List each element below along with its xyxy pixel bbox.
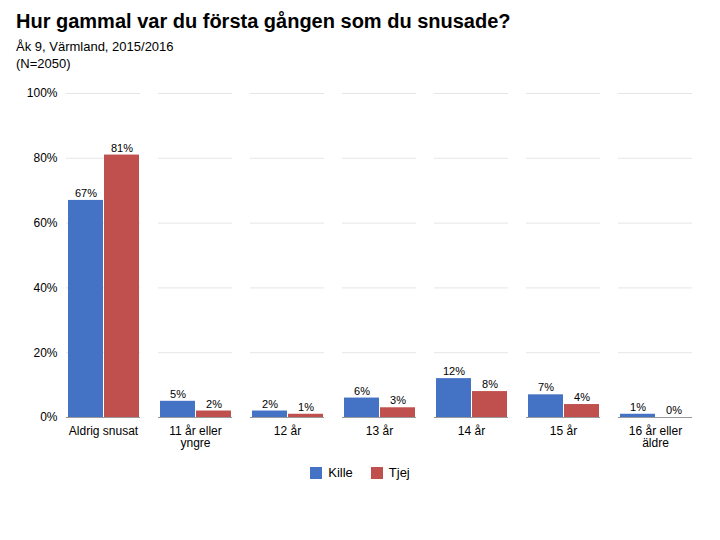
svg-text:6%: 6% <box>354 385 370 397</box>
svg-text:4%: 4% <box>574 391 590 403</box>
svg-text:2%: 2% <box>262 398 278 410</box>
svg-text:8%: 8% <box>482 378 498 390</box>
svg-text:2%: 2% <box>206 398 222 410</box>
svg-text:11 år elleryngre: 11 år elleryngre <box>169 424 221 450</box>
svg-text:16 år elleräldre: 16 år elleräldre <box>629 424 682 450</box>
svg-text:12 år: 12 år <box>274 424 301 438</box>
html-text:Kille: Kille <box>328 465 353 480</box>
svg-text:20%: 20% <box>33 346 57 360</box>
html-text:Åk 9, Värmland, 2015/2016: Åk 9, Värmland, 2015/2016 <box>16 39 174 54</box>
svg-text:1%: 1% <box>298 401 314 413</box>
svg-text:13 år: 13 år <box>366 424 393 438</box>
svg-text:1%: 1% <box>630 401 646 413</box>
svg-text:60%: 60% <box>33 216 57 230</box>
html-text:Tjej: Tjej <box>388 465 410 480</box>
svg-text:100%: 100% <box>27 86 58 100</box>
svg-text:12%: 12% <box>443 365 465 377</box>
html-text:(N=2050): (N=2050) <box>16 56 71 71</box>
svg-text:81%: 81% <box>111 142 133 154</box>
svg-text:3%: 3% <box>390 394 406 406</box>
svg-text:0%: 0% <box>40 410 58 424</box>
svg-text:80%: 80% <box>33 151 57 165</box>
svg-text:7%: 7% <box>538 381 554 393</box>
svg-text:Aldrig snusat: Aldrig snusat <box>69 424 139 438</box>
html-text:Hur gammal var du första gånge: Hur gammal var du första gången som du s… <box>16 10 511 32</box>
svg-text:40%: 40% <box>33 281 57 295</box>
svg-text:15 år: 15 år <box>550 424 577 438</box>
svg-text:0%: 0% <box>666 404 682 416</box>
svg-text:67%: 67% <box>75 187 97 199</box>
svg-text:5%: 5% <box>170 388 186 400</box>
svg-text:14 år: 14 år <box>458 424 485 438</box>
